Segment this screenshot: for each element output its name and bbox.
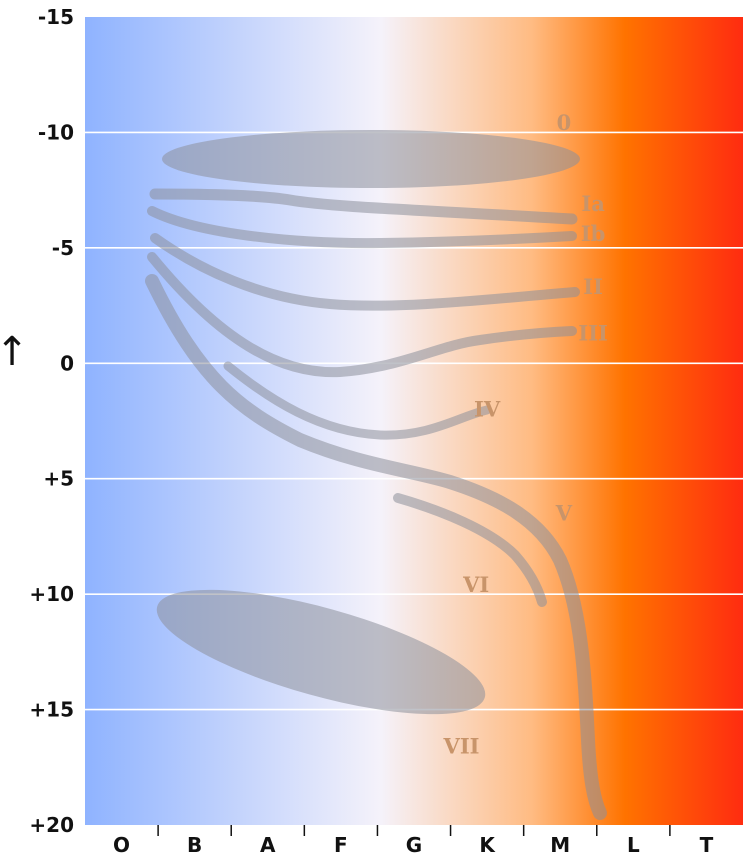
x-tick-label: L xyxy=(627,833,640,854)
class-vii-region xyxy=(156,589,486,715)
class-ia-band xyxy=(149,188,578,225)
class-iv-band xyxy=(223,361,492,440)
x-tick-label: M xyxy=(550,833,570,854)
x-tick-label: F xyxy=(334,833,348,854)
class-ii-band xyxy=(150,233,580,311)
x-tick-label: K xyxy=(479,833,496,854)
luminosity-class-label: 0 xyxy=(557,110,572,135)
y-tick-label: +10 xyxy=(29,582,74,606)
luminosity-class-label: VII xyxy=(443,734,480,759)
y-axis-label: ↑ xyxy=(0,329,29,375)
class-iii-band xyxy=(147,252,577,378)
class-vi-band xyxy=(393,493,547,607)
luminosity-class-label: Ia xyxy=(581,191,605,216)
x-tick-label: A xyxy=(260,833,276,854)
luminosity-class-label: IV xyxy=(474,396,501,421)
y-tick-label: +5 xyxy=(43,467,74,491)
x-tick-label: B xyxy=(187,833,202,854)
class-v-band xyxy=(145,274,607,820)
y-tick-label: 0 xyxy=(60,351,74,375)
luminosity-class-label: III xyxy=(578,320,607,345)
x-tick-label: G xyxy=(406,833,422,854)
class-ib-band xyxy=(147,206,577,249)
y-tick-label: -5 xyxy=(52,236,74,260)
luminosity-class-label: V xyxy=(555,500,573,525)
x-tick-label: T xyxy=(700,833,714,854)
luminosity-class-label: VI xyxy=(462,572,489,597)
y-tick-label: -15 xyxy=(38,5,74,29)
x-tick-label: O xyxy=(113,833,130,854)
y-tick-label: -10 xyxy=(38,120,74,144)
y-tick-label: +20 xyxy=(29,813,74,837)
y-axis: -15 -10 -5 0 +5 +10 +15 +20 xyxy=(29,5,74,837)
luminosity-class-label: II xyxy=(583,274,603,299)
class-0-region xyxy=(162,130,580,188)
luminosity-class-label: Ib xyxy=(581,221,606,246)
y-tick-label: +15 xyxy=(29,698,74,722)
